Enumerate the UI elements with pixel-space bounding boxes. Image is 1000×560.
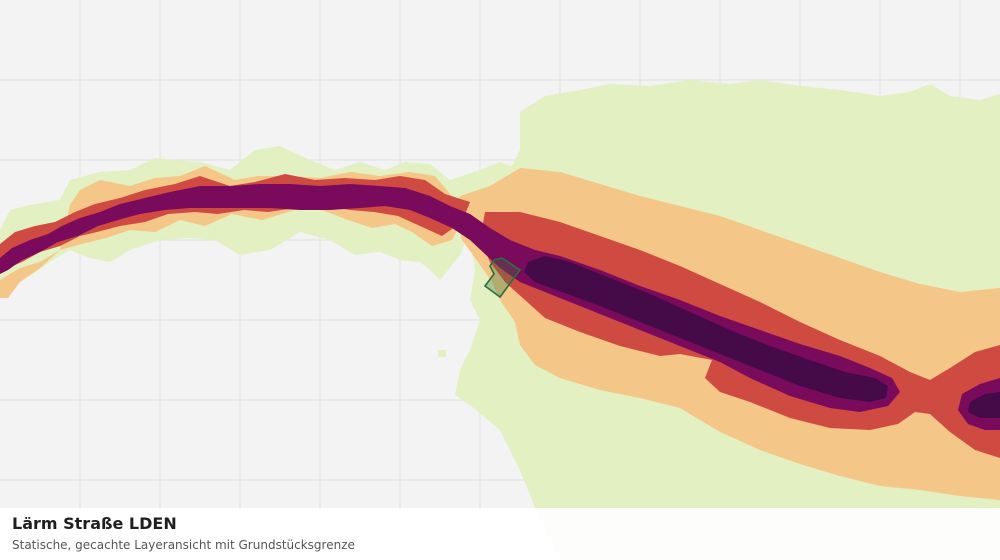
map-caption: Lärm Straße LDEN Statische, gecachte Lay…	[0, 508, 1000, 560]
map-subtitle: Statische, gecachte Layeransicht mit Gru…	[12, 538, 355, 552]
parcel-boundary[interactable]	[483, 257, 522, 299]
noise-band-darkest	[524, 256, 1000, 418]
map-title: Lärm Straße LDEN	[12, 514, 177, 533]
